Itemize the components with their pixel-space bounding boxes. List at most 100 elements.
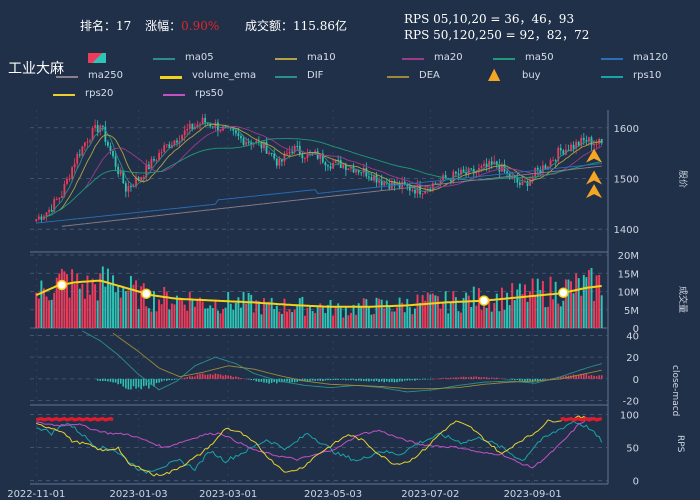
volume-bar <box>280 313 283 328</box>
rps10-line <box>36 420 603 474</box>
macd-bar <box>345 378 347 381</box>
volume-bar <box>229 303 232 328</box>
candle-body <box>168 144 171 149</box>
volume-bar <box>437 296 439 328</box>
volume-bar <box>311 311 314 328</box>
candle-body <box>181 135 184 142</box>
volume-bar <box>260 314 263 328</box>
volume-bar <box>513 300 516 328</box>
volume-bar <box>539 289 542 328</box>
volume-axis-title: 成交量 <box>677 286 689 313</box>
volume-bar <box>413 308 416 328</box>
macd-bar <box>255 378 258 382</box>
volume-bar <box>523 284 526 328</box>
volume-bar <box>321 306 324 328</box>
volume-bar <box>306 307 309 328</box>
volume-bar <box>168 309 171 328</box>
macd-bar <box>304 378 306 382</box>
candle-body <box>342 164 345 169</box>
macd-bar <box>583 374 585 379</box>
candle-body <box>40 216 43 220</box>
volume-bar <box>222 309 225 328</box>
macd-bar <box>575 374 577 379</box>
candle-body <box>332 163 334 169</box>
macd-bar <box>327 378 329 381</box>
volume-bar <box>506 292 509 328</box>
macd-bar <box>524 378 526 382</box>
buy-marker-icon: ▲ <box>488 64 501 83</box>
macd-bar <box>117 378 119 385</box>
macd-bar <box>293 378 296 383</box>
volume-bar <box>521 294 524 328</box>
candle-body <box>559 147 562 151</box>
macd-bar <box>135 378 137 389</box>
volume-bar <box>590 268 593 328</box>
price-axis-title: 股价 <box>677 170 688 188</box>
macd-bar <box>96 378 99 381</box>
macd-bar <box>324 378 327 381</box>
macd-bar <box>521 378 524 381</box>
macd-bar <box>242 378 245 379</box>
macd-bar <box>493 377 496 379</box>
macd-bar <box>334 378 337 381</box>
candle-body <box>135 177 137 187</box>
candle-body <box>76 154 79 164</box>
candle-body <box>278 158 281 166</box>
volume-bar <box>572 293 575 328</box>
volume-bar <box>89 294 91 328</box>
candle-body <box>109 145 112 152</box>
macd-bar <box>219 374 222 379</box>
volume-bar <box>71 269 74 328</box>
legend-label: ma250 <box>88 70 123 81</box>
legend-label: DEA <box>419 70 440 81</box>
volume-bar <box>362 298 365 328</box>
volume-bar <box>337 303 340 328</box>
volume-bar <box>158 299 161 328</box>
macd-bar <box>260 378 263 382</box>
candle-body <box>199 123 201 125</box>
volume-bar <box>112 275 115 328</box>
candle-body <box>470 168 473 170</box>
volume-bar <box>286 311 288 328</box>
change-label: 涨幅： <box>145 19 182 33</box>
volume-bar <box>587 269 590 328</box>
volume-bar <box>326 304 329 328</box>
candle-body <box>145 164 148 178</box>
macd-bar <box>357 378 360 381</box>
rps-tick-label: 100 <box>620 411 639 422</box>
macd-bar <box>127 378 130 390</box>
macd-bar <box>196 374 199 379</box>
macd-bar <box>368 378 370 382</box>
candle-body <box>83 142 86 147</box>
candle-body <box>347 168 350 171</box>
macd-bar <box>449 377 452 379</box>
volume-bar <box>214 299 217 328</box>
volume-bar <box>163 286 166 328</box>
volume-bar <box>403 312 406 328</box>
macd-bar <box>163 378 165 381</box>
volume-tick-label: 20M <box>618 251 639 262</box>
macd-bar <box>268 378 270 384</box>
macd-bar <box>513 378 516 381</box>
macd-bar <box>283 378 286 382</box>
volume-bar <box>114 292 117 328</box>
macd-bar <box>322 378 324 382</box>
x-tick-label: 2023-09-01 <box>504 489 562 500</box>
candle-body <box>575 141 578 149</box>
rps-line-1: RPS 05,10,20 = 36，46，93 <box>404 12 575 26</box>
macd-bar <box>171 378 173 381</box>
volume-bar <box>329 299 332 328</box>
candle-body <box>577 141 580 146</box>
rps-line-2: RPS 50,120,250 = 92，82，72 <box>404 28 590 42</box>
volume-bar <box>83 298 86 328</box>
macd-bar <box>447 378 449 379</box>
rps20-line <box>36 415 602 477</box>
candle-body <box>50 209 53 212</box>
candle-body <box>78 154 81 156</box>
legend-label: rps50 <box>195 88 224 99</box>
macd-bar <box>432 378 434 380</box>
volume-bar <box>355 314 358 328</box>
candle-body <box>429 188 432 191</box>
candle-body <box>552 160 555 162</box>
candle-body <box>301 154 304 159</box>
